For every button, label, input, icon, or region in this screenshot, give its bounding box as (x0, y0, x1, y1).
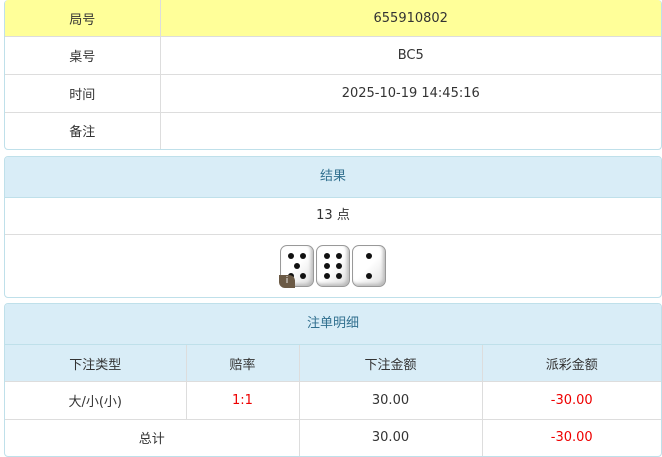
total-amount: 30.00 (298, 418, 483, 456)
result-title: 结果 (5, 157, 661, 198)
bet-details-title: 注单明细 (5, 304, 661, 345)
remark-value (159, 111, 661, 149)
odds: 1:1 (185, 381, 300, 420)
header-odds: 赔率 (185, 345, 300, 383)
bet-type: 大/小(小) (5, 381, 187, 420)
dice-row: i (5, 235, 661, 297)
time-row: 时间 2025-10-19 14:45:16 (5, 73, 661, 113)
die-pip (300, 273, 306, 279)
die-pip (324, 273, 330, 279)
total-payout: -30.00 (481, 418, 661, 456)
round-number: 655910802 (159, 0, 661, 38)
die-pip (366, 273, 372, 279)
die-face-2 (352, 245, 386, 287)
die-pip (300, 253, 306, 259)
label: 局号 (5, 0, 161, 38)
label: 时间 (5, 73, 161, 113)
payout: -30.00 (481, 381, 661, 420)
bet-details-panel: 注单明细 下注类型 赔率 下注金额 派彩金额 大/小(小) 1:1 30.00 … (4, 303, 662, 457)
total-label: 总计 (5, 418, 300, 456)
header-bet-amount: 下注金额 (298, 345, 483, 383)
table-number: BC5 (159, 36, 661, 75)
total-row: 总计 30.00 -30.00 (5, 418, 661, 456)
die-face-6 (316, 245, 350, 287)
die-face-5: i (279, 245, 314, 288)
die-pip (336, 263, 342, 269)
info-icon[interactable]: i (279, 275, 295, 288)
die-pip (336, 273, 342, 279)
table-row: 大/小(小) 1:1 30.00 -30.00 (5, 381, 661, 420)
time-value: 2025-10-19 14:45:16 (159, 73, 661, 113)
result-points: 13 点 (5, 198, 661, 235)
header-bet-type: 下注类型 (5, 345, 187, 383)
table-number-row: 桌号 BC5 (5, 36, 661, 75)
bet-header-row: 下注类型 赔率 下注金额 派彩金额 (5, 345, 661, 383)
result-panel: 结果 13 点 i (4, 156, 662, 298)
die-pip (324, 263, 330, 269)
label: 桌号 (5, 36, 161, 75)
remark-row: 备注 (5, 111, 661, 149)
round-number-row: 局号 655910802 (5, 0, 661, 38)
die-pip (294, 263, 300, 269)
bet-amount: 30.00 (298, 381, 483, 420)
die-pip (288, 253, 294, 259)
die-pip (336, 253, 342, 259)
label: 备注 (5, 111, 161, 149)
die-pip (366, 253, 372, 259)
header-payout: 派彩金额 (481, 345, 661, 383)
die-pip (324, 253, 330, 259)
round-info-table: 局号 655910802 桌号 BC5 时间 2025-10-19 14:45:16 … (4, 0, 662, 150)
